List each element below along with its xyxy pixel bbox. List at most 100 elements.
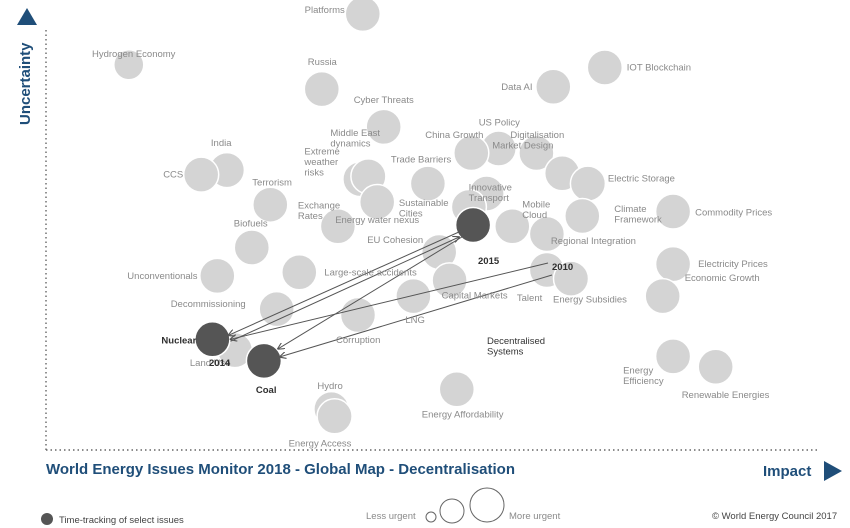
bubble-energy-water-nexus[interactable] [358,183,396,221]
label-energy-access: Energy Access [289,438,352,449]
bubble-renewable-energies[interactable] [697,348,734,386]
legend-timetrack-label: Time-tracking of select issues [59,515,184,526]
label-platforms: Platforms [305,5,345,16]
label-exchange-rates: Exchange Rates [298,200,340,222]
bubble-exchange-rates[interactable] [319,208,357,245]
bubble-corruption[interactable] [339,296,377,334]
label-capital-markets: Capital Markets [442,290,508,301]
bubble-commodity-prices[interactable] [654,193,692,230]
label-talent: Talent [517,293,543,304]
tracked-bubble-coal[interactable] [245,342,283,380]
label-hydro: Hydro [317,381,342,392]
label-digitalisation: Digitalisation [510,130,564,141]
bubble-energy-subsidies[interactable] [552,260,590,297]
label-electric-storage: Electric Storage [608,174,675,185]
annotation-2015: 2015 [478,256,500,267]
bubble-layer [113,0,734,435]
label-innovative-transport: Innovative Transport [469,183,512,205]
legend-timetrack-dot [41,513,53,525]
label-data-ai: Data AI [501,82,532,93]
label-decommissioning: Decommissioning [171,299,246,310]
bubble-trade-barriers[interactable] [409,165,447,202]
bubble-russia[interactable] [303,70,341,108]
bubble-iot-blockchain[interactable] [586,49,624,86]
label-extreme-weather-risks: Extreme weather risks [303,146,339,178]
annotation-2010: 2010 [552,262,573,273]
bubble-large-scale-accidents[interactable] [281,254,318,291]
label-energy-subsidies: Energy Subsidies [553,295,627,306]
label-commodity-prices: Commodity Prices [695,208,772,219]
bubble-energy-affordability[interactable] [438,371,476,408]
bubble-biofuels[interactable] [233,229,271,266]
label-energy-water-nexus: Energy water nexus [335,215,419,226]
label-terrorism: Terrorism [252,178,292,189]
bubble-hydrogen-economy[interactable] [113,49,145,81]
label-eu-cohesion: EU Cohesion [367,235,423,246]
label-energy-affordability: Energy Affordability [422,409,504,420]
x-axis-arrow-icon [824,461,842,481]
chart-title: World Energy Issues Monitor 2018 - Globa… [46,461,515,478]
legend-size-small [425,511,437,523]
bubble-energy-efficiency[interactable] [654,338,692,375]
label-india: India [211,138,232,149]
arrow-2015-to-coal [278,234,466,349]
bubble-china-growth[interactable] [453,134,490,172]
bubble-lng[interactable] [395,277,432,315]
bubble-regional-integration[interactable] [528,215,566,253]
bubble-electric-storage[interactable] [569,165,607,202]
label-middle-east-dynamics: Middle East dynamics [330,128,380,150]
bubble-unconventionals[interactable] [199,257,236,295]
label-decentralised-systems: Decentralised Systems [487,336,545,358]
bubble-data-ai[interactable] [535,68,572,106]
y-axis-label: Uncertainty [17,42,34,125]
arrow-2010-to-coal [280,274,553,357]
label-hydrogen-economy: Hydrogen Economy [92,49,176,60]
legend-more-urgent: More urgent [509,511,561,522]
bubble-terrorism[interactable] [252,186,289,223]
label-iot-blockchain: IOT Blockchain [627,63,691,74]
label-climate-framework: Climate Framework [614,204,662,226]
label-electricity-prices: Electricity Prices [698,259,768,270]
label-unconventionals: Unconventionals [127,271,197,282]
bubble-economic-growth[interactable] [644,277,681,315]
label-biofuels: Biofuels [234,219,268,230]
label-ccs: CCS [163,170,183,181]
label-land-use: Land Use [190,358,231,369]
bubble-decommissioning[interactable] [258,290,295,328]
label-large-scale-accidents: Large-scale accidents [324,267,417,278]
annotation-2014: 2014 [209,358,231,369]
bubble-energy-access[interactable] [316,398,353,435]
label-regional-integration: Regional Integration [551,236,636,247]
legend-size-large [469,487,505,523]
arrow-2010-to-nuclear [230,262,549,339]
label-market-design: Market Design [492,140,553,151]
label-economic-growth: Economic Growth [685,273,760,284]
label-coal: Coal [256,385,277,396]
label-china-growth: China Growth [425,130,483,141]
bubble-cyber-threats[interactable] [365,108,402,146]
copyright: © World Energy Council 2017 [712,511,837,522]
time-tracking-arrows [228,230,553,357]
label-lng: LNG [405,315,425,326]
bubble-digitalisation[interactable] [518,134,555,172]
bubble-mobile-cloud[interactable] [494,208,531,245]
tracked-bubble-decentralised-systems[interactable] [454,206,492,244]
label-corruption: Corruption [336,335,380,346]
bubble-ccs[interactable] [182,156,220,193]
tracked-bubble-nuclear[interactable] [194,321,231,358]
label-sustainable-cities: Sustainable Cities [399,198,449,220]
label-mobile-cloud: Mobile Cloud [522,199,550,221]
label-us-policy: US Policy [479,118,520,129]
label-trade-barriers: Trade Barriers [391,155,452,166]
label-layer: Platforms Hydrogen Economy Russia Cyber Thr… [92,5,772,449]
legend-size-medium [439,498,465,524]
arrow-2015-to-2014-nuclear [228,230,462,335]
label-renewable-energies: Renewable Energies [682,390,770,401]
label-nuclear: Nuclear [161,335,196,346]
label-cyber-threats: Cyber Threats [354,95,414,106]
arrow-2014-to-2015 [230,237,459,342]
bubble-climate-framework[interactable] [564,197,601,235]
legend-less-urgent: Less urgent [366,511,416,522]
bubble-platforms[interactable] [344,0,382,33]
